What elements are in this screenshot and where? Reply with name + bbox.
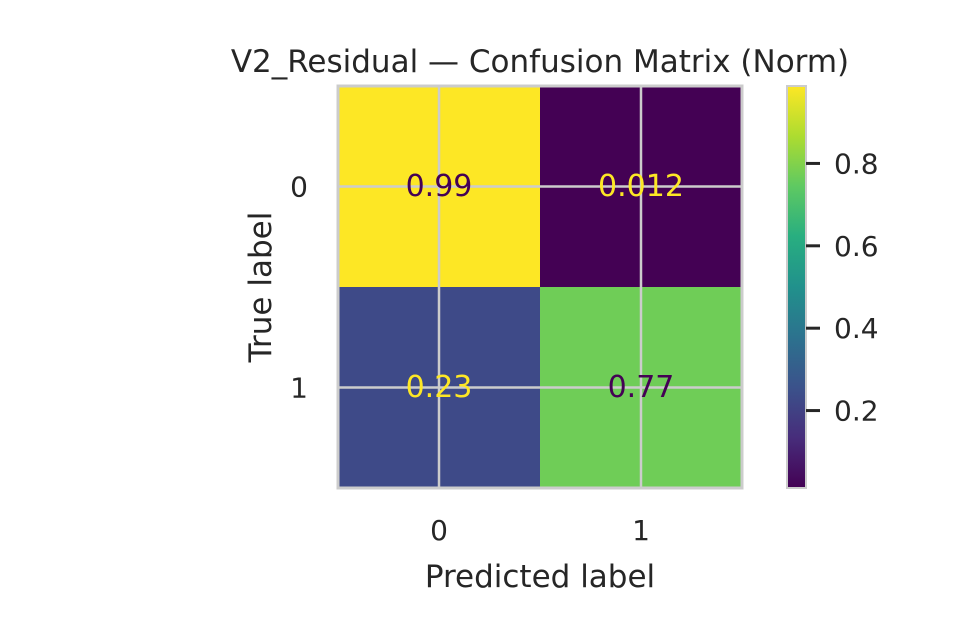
colorbar — [786, 85, 807, 489]
y-tick-label: 1 — [290, 372, 308, 405]
cell-labels: 0.99 0.012 0.23 0.77 — [406, 169, 684, 405]
x-axis-label: Predicted label — [425, 559, 655, 595]
y-axis-label: True label — [243, 212, 279, 364]
x-tick-label: 1 — [632, 514, 650, 547]
cell-label-r1-c0: 0.23 — [406, 370, 473, 405]
colorbar-tick-label: 0.6 — [834, 230, 879, 263]
y-axis-ticks: 01 — [290, 171, 308, 405]
chart-title: V2_Residual — Confusion Matrix (Norm) — [231, 44, 849, 80]
colorbar-tick-label: 0.4 — [834, 312, 879, 345]
cell-label-r0-c1: 0.012 — [598, 169, 684, 204]
cell-label-r0-c0: 0.99 — [406, 169, 473, 204]
heatmap-cells — [338, 86, 743, 489]
colorbar-ticks: 0.2 0.4 0.6 0.8 — [806, 147, 879, 428]
colorbar-tick-label: 0.2 — [834, 395, 879, 428]
x-tick-label: 0 — [430, 514, 448, 547]
y-tick-label: 0 — [290, 171, 308, 204]
plot-frame — [336, 84, 744, 490]
colorbar-tick-label: 0.8 — [834, 147, 879, 180]
cell-label-r1-c1: 0.77 — [608, 370, 675, 405]
grid-lines — [338, 86, 742, 488]
